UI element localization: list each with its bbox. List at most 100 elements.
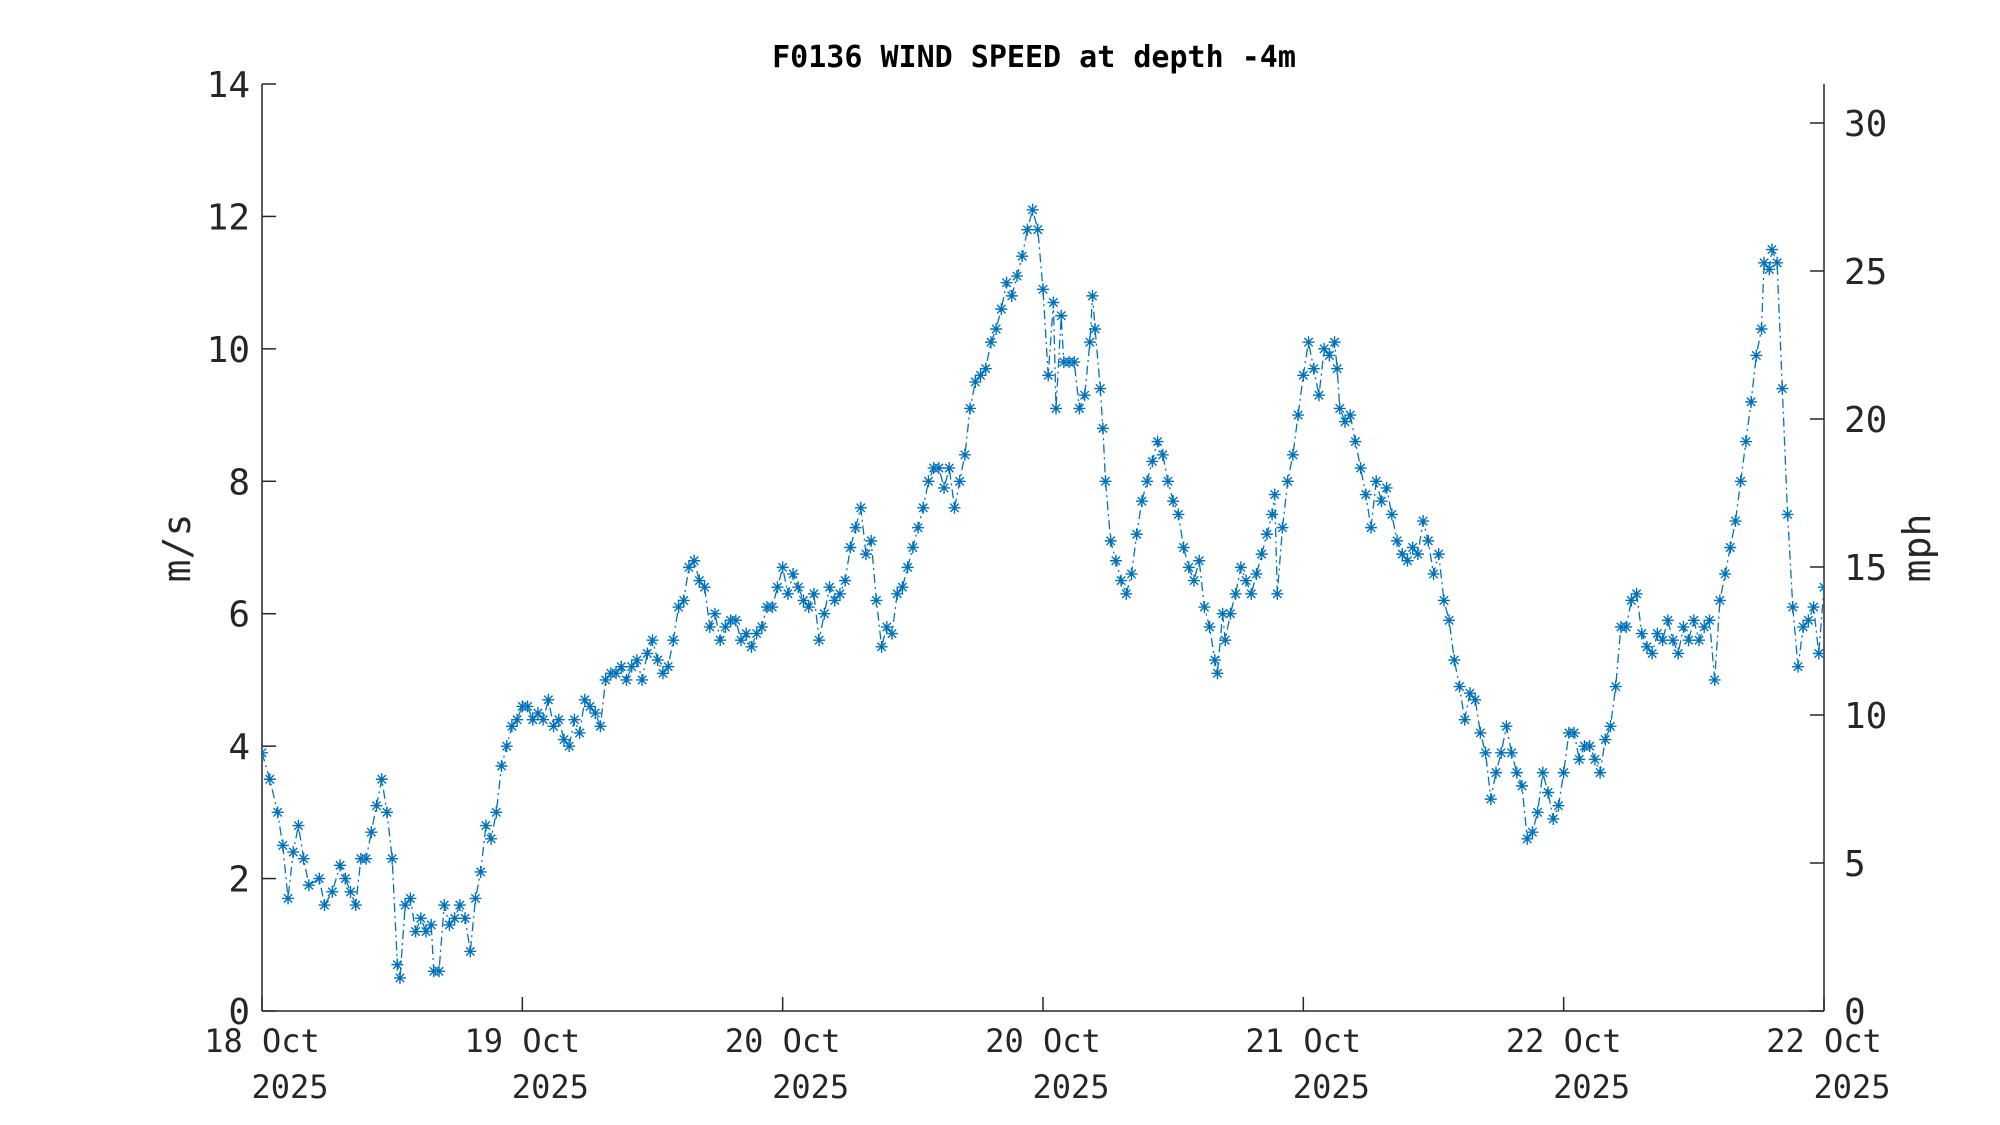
data-point-marker xyxy=(667,634,680,647)
data-point-marker xyxy=(448,912,461,925)
data-point-marker xyxy=(1000,276,1013,289)
data-point-marker xyxy=(1219,634,1232,647)
data-point-marker xyxy=(537,713,550,726)
data-point-marker xyxy=(1203,620,1216,633)
data-point-marker xyxy=(1050,402,1063,415)
data-point-marker xyxy=(438,899,451,912)
data-point-marker xyxy=(1167,495,1180,508)
data-point-marker xyxy=(263,773,276,786)
data-point-marker xyxy=(938,481,951,494)
y-tick-label: 4 xyxy=(228,727,250,768)
data-point-marker xyxy=(1318,342,1331,355)
data-point-marker xyxy=(729,614,742,627)
x-tick-label-year: 2025 xyxy=(1293,1068,1370,1106)
data-point-marker xyxy=(1333,402,1346,415)
data-point-marker xyxy=(1026,203,1039,216)
data-point-marker xyxy=(1443,614,1456,627)
data-point-marker xyxy=(1755,322,1768,335)
data-point-marker xyxy=(1495,746,1508,759)
data-point-marker xyxy=(1484,793,1497,806)
data-point-marker xyxy=(839,574,852,587)
data-point-marker xyxy=(1255,548,1268,561)
data-point-marker xyxy=(1516,779,1529,792)
data-point-marker xyxy=(375,773,388,786)
data-point-marker xyxy=(344,885,357,898)
data-point-marker xyxy=(1713,594,1726,607)
data-point-marker xyxy=(818,607,831,620)
data-point-marker xyxy=(1380,481,1393,494)
data-point-marker xyxy=(662,660,675,673)
data-point-marker xyxy=(386,852,399,865)
data-point-marker xyxy=(1375,495,1388,508)
data-point-marker xyxy=(1771,256,1784,269)
data-point-marker xyxy=(1588,753,1601,766)
data-point-marker xyxy=(1802,614,1815,627)
data-point-marker xyxy=(464,945,477,958)
data-point-marker xyxy=(262,746,268,759)
data-point-marker xyxy=(813,634,826,647)
data-point-marker xyxy=(797,594,810,607)
data-point-marker xyxy=(854,501,867,514)
data-point-marker xyxy=(1734,475,1747,488)
x-tick-label-year: 2025 xyxy=(1813,1068,1890,1106)
data-point-marker xyxy=(745,640,758,653)
data-point-marker xyxy=(399,899,412,912)
data-point-marker xyxy=(511,713,524,726)
data-point-marker xyxy=(932,462,945,475)
data-point-marker xyxy=(594,720,607,733)
data-point-marker xyxy=(318,899,331,912)
data-point-marker xyxy=(1786,601,1799,614)
data-point-marker xyxy=(1130,528,1143,541)
right-y-tick-label: 5 xyxy=(1844,844,1866,885)
data-point-marker xyxy=(1245,587,1258,600)
data-point-marker xyxy=(1073,402,1086,415)
data-point-marker xyxy=(1391,534,1404,547)
data-point-marker xyxy=(844,541,857,554)
data-point-marker xyxy=(1568,726,1581,739)
data-point-marker xyxy=(1656,634,1669,647)
data-point-marker xyxy=(1719,567,1732,580)
data-point-marker xyxy=(1745,395,1758,408)
data-point-marker xyxy=(714,634,727,647)
data-point-marker xyxy=(688,554,701,567)
data-point-marker xyxy=(833,587,846,600)
data-point-marker xyxy=(1078,389,1091,402)
data-point-marker xyxy=(1479,746,1492,759)
data-point-marker xyxy=(807,587,820,600)
data-point-marker xyxy=(1240,574,1253,587)
x-tick-label-year: 2025 xyxy=(1553,1068,1630,1106)
data-point-marker xyxy=(1557,766,1570,779)
data-point-marker xyxy=(1635,627,1648,640)
x-tick-label-day: 20 Oct xyxy=(725,1022,841,1060)
data-point-marker xyxy=(1312,389,1325,402)
data-point-marker xyxy=(1651,627,1664,640)
data-point-marker xyxy=(589,707,602,720)
y-tick-label: 6 xyxy=(228,595,250,636)
data-point-marker xyxy=(1005,289,1018,302)
data-point-marker xyxy=(1620,620,1633,633)
data-point-marker xyxy=(459,912,472,925)
data-point-marker xyxy=(1693,634,1706,647)
data-point-marker xyxy=(969,375,982,388)
data-point-marker xyxy=(1552,799,1565,812)
x-tick-label-year: 2025 xyxy=(772,1068,849,1106)
data-point-marker xyxy=(391,958,404,971)
data-point-marker xyxy=(1086,289,1099,302)
data-point-marker xyxy=(1359,488,1372,501)
y-axis-label-right: mph xyxy=(1895,514,1939,583)
data-point-marker xyxy=(1268,488,1281,501)
data-point-marker xyxy=(1354,462,1367,475)
data-point-marker xyxy=(1156,448,1169,461)
data-point-marker xyxy=(886,627,899,640)
data-point-marker xyxy=(1729,515,1742,528)
data-point-marker xyxy=(453,899,466,912)
data-point-marker xyxy=(1198,601,1211,614)
data-point-marker xyxy=(557,733,570,746)
data-point-marker xyxy=(1211,667,1224,680)
data-point-marker xyxy=(1542,786,1555,799)
data-point-marker xyxy=(479,819,492,832)
data-point-marker xyxy=(630,654,643,667)
data-point-marker xyxy=(625,660,638,673)
data-point-marker xyxy=(1021,223,1034,236)
